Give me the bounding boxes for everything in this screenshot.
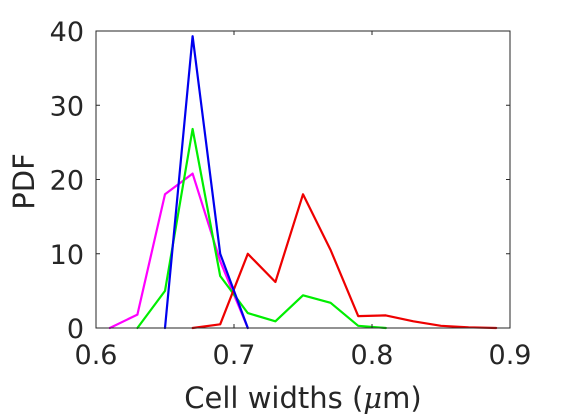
x-tick-label: 0.8 [351,340,394,371]
y-tick-label: 0 [67,314,84,345]
y-axis-title: PDF [7,153,41,210]
x-axis-title-main: Cell widths ( [184,381,363,415]
series-line-3 [191,193,498,330]
y-tick-label: 30 [50,91,84,122]
y-tick-label: 20 [50,166,84,197]
y-tick-label: 10 [50,240,84,271]
plot-frame [95,30,511,329]
series-line-4 [163,35,249,330]
x-tick-label: 0.6 [75,340,118,371]
labels-layer: 0.6 0.7 0.8 0.9 0 10 20 30 40 [50,17,532,371]
series-layer [108,35,498,330]
ticks-layer [95,30,511,329]
x-axis-title-unit: m) [382,381,422,415]
y-tick-label: 40 [50,17,84,48]
x-axis-title-mu: μ [363,381,382,415]
x-tick-label: 0.9 [489,340,532,371]
x-axis-title: Cell widths (μm) [184,381,421,415]
x-tick-label: 0.7 [213,340,256,371]
series-line-2 [136,127,387,330]
